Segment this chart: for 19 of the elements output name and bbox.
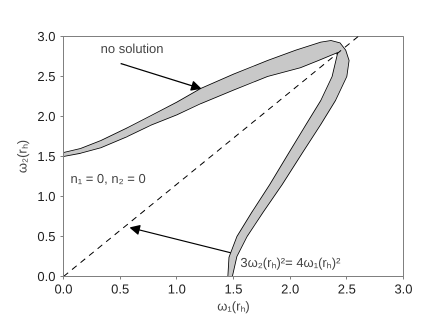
x-tick-label: 1.5: [224, 282, 243, 296]
y-tick-label: 3.0: [37, 29, 56, 44]
x-tick-label: 0.0: [54, 282, 73, 296]
y-tick-label: 0.5: [37, 229, 56, 244]
y-tick-label: 2.0: [37, 109, 56, 124]
y-tick-label: 1.5: [37, 149, 56, 164]
x-tick-label: 2.5: [338, 282, 356, 296]
y-tick-label: 1.0: [37, 189, 56, 204]
y-tick-label: 2.5: [37, 69, 56, 84]
annotation: no solution: [100, 41, 164, 56]
x-tick-label: 2.0: [281, 282, 300, 296]
x-tick-label: 0.5: [111, 282, 130, 296]
annotation: n₁ = 0, n₂ = 0: [70, 171, 146, 186]
y-tick-label: 0.0: [37, 269, 56, 284]
annotation: 3ω₂(rₕ)²= 4ω₁(rₕ)²: [240, 255, 342, 270]
x-tick-label: 1.0: [168, 282, 186, 296]
y-axis-title: ω₂(rₕ): [14, 140, 30, 174]
x-tick-label: 3.0: [394, 282, 413, 296]
x-axis-title: ω₁(rₕ): [217, 298, 250, 314]
